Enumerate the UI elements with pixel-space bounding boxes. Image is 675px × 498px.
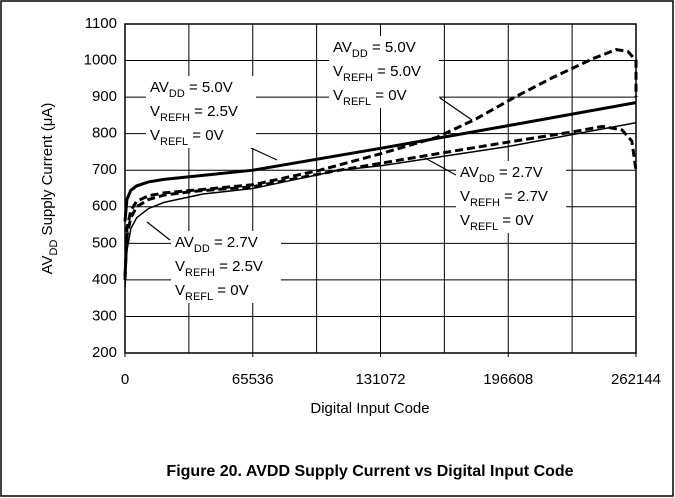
text-main: AV [175, 234, 194, 251]
x-tick-label: 131072 [355, 371, 405, 388]
text-main: V [333, 63, 343, 80]
text-rest: = 2.7V [500, 188, 548, 205]
annotation: AVDD = 2.7V [175, 234, 258, 255]
text-rest: = 5.0V [368, 39, 416, 56]
text-sub: DD [352, 48, 368, 60]
annotation: AVDD = 2.7V [460, 164, 543, 185]
annotation: AVDD = 5.0V [150, 79, 233, 100]
text-main: V [175, 258, 185, 275]
text-main: V [333, 87, 343, 104]
annotation-bg [146, 76, 256, 148]
lines [123, 48, 638, 288]
text-main: AV [150, 79, 169, 96]
text-main: V [460, 188, 470, 205]
text-rest: = 0V [371, 87, 406, 104]
text-rest: Supply Current (μA) [39, 103, 56, 240]
text-sub: REFL [343, 96, 371, 108]
text-sub: DD [48, 240, 60, 256]
text-sub: REFH [185, 267, 215, 279]
x-tick-label: 65536 [232, 371, 274, 388]
annotation: VREFL = 0V [175, 282, 249, 303]
text-main: AV [39, 256, 56, 275]
text-rest: = 0V [213, 282, 248, 299]
annotation: VREFL = 0V [333, 87, 407, 108]
text-main: V [150, 103, 160, 120]
y-axis-label: AVDD Supply Current (μA) [39, 103, 60, 275]
text-sub: REFH [160, 112, 190, 124]
y-tick-label: 200 [92, 344, 117, 361]
leader-line [424, 157, 457, 176]
text-sub: REFH [343, 72, 373, 84]
y-tick-label: 300 [92, 307, 117, 324]
y-tick-label: 600 [92, 198, 117, 215]
text-main: AV [460, 164, 479, 181]
y-tick-label: 800 [92, 125, 117, 142]
x-tick-label: 196608 [483, 371, 533, 388]
text-sub: DD [479, 173, 495, 185]
text-rest: = 5.0V [185, 79, 233, 96]
series-line [123, 101, 637, 222]
leader-line [146, 221, 171, 241]
y-tick-label: 700 [92, 161, 117, 178]
y-tick-label: 500 [92, 234, 117, 251]
text-rest: = 0V [188, 127, 223, 144]
text-sub: DD [194, 243, 210, 255]
annotation: VREFH = 2.5V [150, 103, 238, 124]
text-sub: REFH [470, 197, 500, 209]
x-tick-label: 262144 [611, 371, 661, 388]
y-tick-label: 1100 [85, 15, 117, 32]
annotation: VREFH = 5.0V [333, 63, 421, 84]
text-main: V [175, 282, 185, 299]
annotation-bg [329, 36, 439, 108]
text-rest: = 0V [498, 212, 533, 229]
text-main: V [460, 212, 470, 229]
series-line [124, 121, 637, 288]
caption: Figure 20. AVDD Supply Current vs Digita… [166, 463, 573, 480]
y-tick-label: 400 [92, 271, 117, 288]
x-axis-label: Digital Input Code [310, 400, 429, 417]
text-sub: DD [169, 88, 185, 100]
series-line [123, 124, 638, 277]
annotation-bg [456, 161, 566, 233]
y-tick-label: 900 [92, 88, 117, 105]
text-rest: = 5.0V [373, 63, 421, 80]
annotation: VREFH = 2.5V [175, 258, 263, 279]
text-sub: REFL [470, 221, 498, 233]
y-tick-label: 1000 [84, 52, 117, 69]
annotation: AVDD = 5.0V [333, 39, 416, 60]
text-main: V [150, 127, 160, 144]
text-sub: REFL [185, 291, 213, 303]
annotation: VREFH = 2.7V [460, 188, 548, 209]
annotation: VREFL = 0V [150, 127, 224, 148]
text-sub: REFL [160, 136, 188, 148]
labels: 200 300 400 500 600 700 800 900 1000 1100 0 65536 13… [39, 15, 661, 388]
x-tick-label: 0 [121, 371, 129, 388]
annotation-bg [171, 231, 281, 303]
series-line [123, 48, 638, 280]
plot-border [124, 23, 637, 354]
text-rest: = 2.7V [495, 164, 543, 181]
annotation: VREFL = 0V [460, 212, 534, 233]
leader-line [439, 97, 473, 121]
text-rest: = 2.7V [210, 234, 258, 251]
text-main: AV [333, 39, 352, 56]
text-rest: = 2.5V [215, 258, 263, 275]
text-rest: = 2.5V [190, 103, 238, 120]
